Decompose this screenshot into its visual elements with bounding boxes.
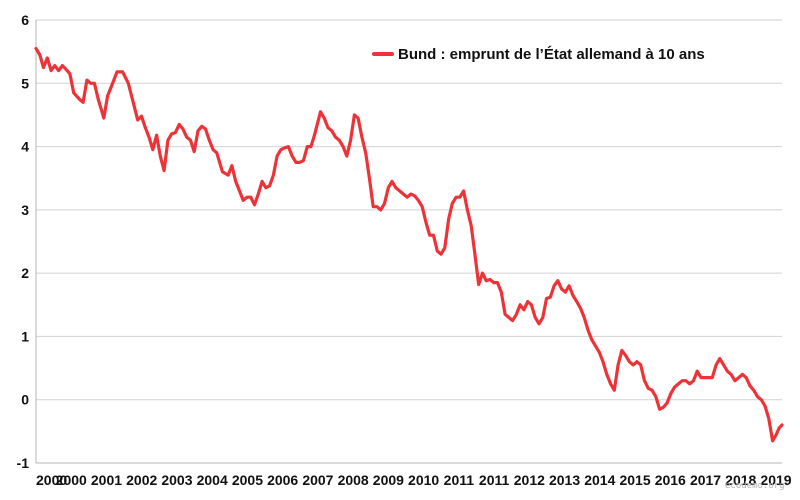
x-tick-label: 2011 bbox=[444, 472, 475, 488]
legend: Bund : emprunt de l’État allemand à 10 a… bbox=[372, 46, 705, 63]
x-tick-label: 2003 bbox=[161, 472, 192, 488]
y-tick-label: 0 bbox=[21, 392, 29, 408]
y-tick-label: 5 bbox=[21, 75, 29, 91]
x-tick-label: 2018 bbox=[725, 472, 756, 488]
x-tick-label: 2016 bbox=[655, 472, 686, 488]
x-tick-label: 2015 bbox=[619, 472, 650, 488]
x-tick-label: 2000 bbox=[36, 472, 67, 488]
y-tick-label: 3 bbox=[21, 202, 29, 218]
x-tick-label: 2009 bbox=[373, 472, 404, 488]
x-tick-label: 2004 bbox=[197, 472, 228, 488]
x-tick-label: 2017 bbox=[690, 472, 721, 488]
y-axis-tick-labels: -1 0 1 2 3 4 5 6 bbox=[17, 12, 30, 471]
x-tick-label: 2001 bbox=[91, 472, 122, 488]
y-tick-label: 1 bbox=[21, 328, 29, 344]
x-tick-label: 2014 bbox=[584, 472, 615, 488]
x-tick-label: 2012 bbox=[514, 472, 545, 488]
x-tick-label: 2011 bbox=[479, 472, 510, 488]
watermark: ecodemo.org bbox=[725, 481, 785, 491]
legend-label: Bund : emprunt de l’État allemand à 10 a… bbox=[398, 46, 705, 63]
x-tick-label: 2019 bbox=[760, 472, 791, 488]
y-tick-label: -1 bbox=[17, 455, 30, 471]
x-tick-label: 2002 bbox=[126, 472, 157, 488]
x-tick-label: 2008 bbox=[338, 472, 369, 488]
x-tick-label: 2006 bbox=[267, 472, 298, 488]
y-tick-label: 4 bbox=[21, 139, 29, 155]
x-tick-label: 2005 bbox=[232, 472, 263, 488]
gridlines bbox=[35, 19, 782, 464]
series-line-bund bbox=[34, 46, 784, 443]
y-tick-label: 6 bbox=[21, 12, 29, 28]
y-tick-label: 2 bbox=[21, 265, 29, 281]
series-group bbox=[34, 46, 784, 443]
x-tick-label: 2007 bbox=[302, 472, 333, 488]
x-tick-label: 2013 bbox=[549, 472, 580, 488]
x-tick-label: 2000 bbox=[56, 472, 87, 488]
x-tick-label: 2010 bbox=[408, 472, 439, 488]
